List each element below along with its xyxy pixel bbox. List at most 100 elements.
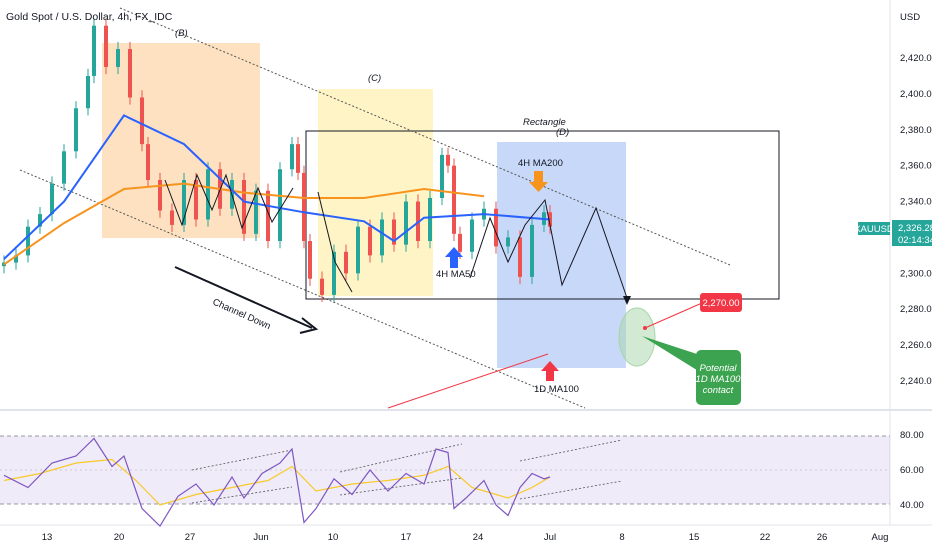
candle-body[interactable]	[368, 226, 372, 256]
potential-callout-pointer	[642, 336, 700, 372]
rsi-channel-2-top	[339, 443, 463, 473]
channel-down-arrow[interactable]	[174, 266, 313, 329]
candle-body[interactable]	[278, 169, 282, 242]
candle-body[interactable]	[182, 180, 186, 225]
rsi-channel-2-bottom	[339, 477, 463, 496]
candle-body[interactable]	[458, 233, 462, 252]
candle-body[interactable]	[290, 144, 294, 170]
time-tick-label: 10	[328, 532, 339, 543]
candle-body[interactable]	[332, 251, 336, 295]
price-tick-label: 2,300.00	[900, 268, 932, 279]
potential-line-3: contact	[703, 385, 734, 396]
rsi-ma-line[interactable]	[3, 458, 551, 506]
candle-body[interactable]	[116, 49, 120, 67]
candle-body[interactable]	[92, 25, 96, 76]
rsi-tick-label: 40.00	[900, 500, 924, 511]
candle-body[interactable]	[518, 237, 522, 277]
candle-body[interactable]	[404, 201, 408, 245]
target-tag[interactable]	[700, 293, 742, 312]
potential-line-1: Potential	[700, 363, 738, 374]
target-connector	[644, 302, 703, 329]
ma50-label: 4H MA50	[436, 269, 476, 280]
target-circle	[618, 307, 656, 367]
price-tag[interactable]	[892, 220, 932, 246]
price-tick-label: 2,260.00	[900, 340, 932, 351]
ma50-arrow	[445, 247, 463, 268]
candle-body[interactable]	[320, 278, 324, 295]
rsi-axis[interactable]: 80.00 60.00 40.00	[900, 430, 924, 511]
zigzag-rectangle	[469, 198, 628, 299]
candle-body[interactable]	[206, 169, 210, 220]
price-tick-label: 2,240.00	[900, 376, 932, 387]
candle-body[interactable]	[530, 224, 534, 277]
candle-body[interactable]	[104, 25, 108, 67]
blue-zone	[497, 142, 626, 368]
candle-body[interactable]	[62, 151, 66, 184]
candle-body[interactable]	[446, 154, 450, 166]
time-tick-label: Jun	[253, 532, 268, 543]
candle-body[interactable]	[506, 237, 510, 247]
candle-body[interactable]	[14, 255, 18, 263]
candle-body[interactable]	[356, 226, 360, 274]
time-axis[interactable]: 13 20 27 Jun 10 17 24 Jul 8 15 22 26 Aug	[42, 532, 889, 543]
symbol-tag-text: XAUUSD	[854, 224, 894, 235]
candle-body[interactable]	[194, 180, 198, 220]
rsi-tick-label: 80.00	[900, 430, 924, 441]
price-tick-label: 2,340.00	[900, 197, 932, 208]
candle-body[interactable]	[26, 226, 30, 256]
candle-body[interactable]	[74, 108, 78, 152]
candle-body[interactable]	[128, 49, 132, 98]
zigzag-arrow-head	[623, 296, 631, 305]
time-tick-label: 17	[401, 532, 412, 543]
candle-body[interactable]	[146, 144, 150, 181]
price-tag-value: 2,326.28	[898, 223, 932, 234]
candle-body[interactable]	[170, 210, 174, 225]
zigzag-yellow	[317, 191, 353, 293]
candle-body[interactable]	[266, 190, 270, 242]
candle-body[interactable]	[302, 172, 306, 242]
candle-body[interactable]	[158, 180, 162, 211]
time-tick-label: 13	[42, 532, 53, 543]
candle-body[interactable]	[254, 190, 258, 234]
ma100-daily-line[interactable]	[387, 353, 549, 409]
rsi-channel-3-bottom	[519, 480, 623, 500]
candle-body[interactable]	[440, 154, 444, 198]
candle-body[interactable]	[308, 241, 312, 279]
candle-body[interactable]	[344, 251, 348, 274]
price-axis[interactable]: 2,420.00 2,400.00 2,380.00 2,360.00 2,340.00…	[900, 53, 932, 387]
rsi-line[interactable]	[3, 437, 551, 527]
target-dot	[643, 326, 647, 330]
candle-body[interactable]	[392, 219, 396, 245]
ma50-line[interactable]	[3, 114, 551, 260]
candle-body[interactable]	[50, 183, 54, 215]
wave-b-label: (B)	[175, 28, 188, 39]
candle-body[interactable]	[296, 144, 300, 173]
potential-callout[interactable]	[696, 350, 741, 405]
currency-label: USD	[900, 12, 920, 23]
target-tag-text: 2,270.00	[703, 298, 740, 309]
candle-body[interactable]	[494, 208, 498, 247]
candle-body[interactable]	[428, 197, 432, 242]
candle-body[interactable]	[86, 75, 90, 109]
candle-body[interactable]	[452, 165, 456, 234]
channel-down-arrowhead	[299, 317, 319, 334]
candle-body[interactable]	[470, 219, 474, 252]
symbol-tag[interactable]	[858, 222, 890, 235]
wave-c-label: (C)	[368, 73, 381, 84]
time-tick-label: 24	[473, 532, 484, 543]
time-tick-label: 27	[185, 532, 196, 543]
ma200-line[interactable]	[3, 182, 485, 266]
candle-body[interactable]	[38, 214, 42, 227]
price-tick-label: 2,400.00	[900, 89, 932, 100]
candle-body[interactable]	[242, 180, 246, 234]
time-tick-label: Aug	[872, 532, 889, 543]
time-tick-label: Jul	[544, 532, 556, 543]
candle-body[interactable]	[380, 219, 384, 256]
time-tick-label: 26	[817, 532, 828, 543]
candle-body[interactable]	[140, 97, 144, 145]
rectangle-label: Rectangle	[523, 117, 566, 128]
chart-title: Gold Spot / U.S. Dollar, 4h, FX_IDC	[6, 11, 173, 23]
time-tick-label: 15	[689, 532, 700, 543]
time-tick-label: 8	[619, 532, 624, 543]
